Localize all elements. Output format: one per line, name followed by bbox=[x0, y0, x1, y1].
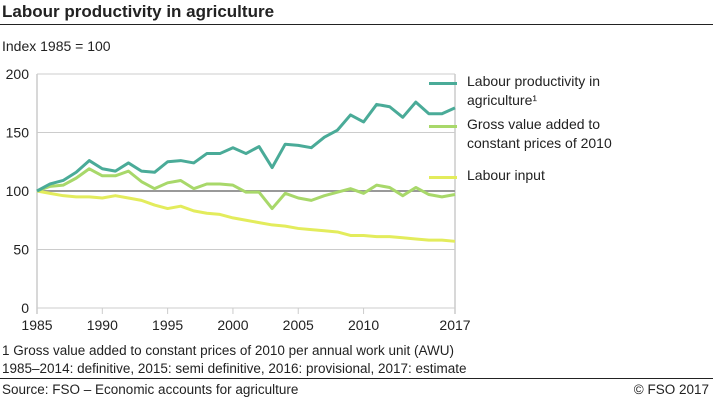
legend-label: Labour productivity in bbox=[467, 73, 601, 89]
legend-swatch bbox=[429, 125, 457, 128]
x-tick-label: 2005 bbox=[283, 317, 314, 333]
legend-label: Gross value added to bbox=[467, 116, 601, 132]
chart-title: Labour productivity in agriculture bbox=[2, 2, 275, 21]
legend-label: Labour input bbox=[467, 167, 545, 183]
y-tick-label: 50 bbox=[13, 242, 29, 258]
x-tick-label: 1985 bbox=[21, 317, 52, 333]
legend-item-gva: Gross value added to constant prices of … bbox=[429, 115, 612, 153]
legend-swatch bbox=[429, 176, 457, 179]
footnote: 1 Gross value added to constant prices o… bbox=[2, 343, 454, 358]
legend-item-labour-input: Labour input bbox=[429, 166, 545, 185]
legend-label: constant prices of 2010 bbox=[467, 135, 612, 151]
y-tick-label: 200 bbox=[6, 66, 30, 82]
y-axis-label: Index 1985 = 100 bbox=[2, 38, 111, 54]
y-tick-label: 100 bbox=[6, 183, 30, 199]
legend-swatch bbox=[429, 82, 457, 85]
series-line bbox=[36, 100, 456, 193]
x-tick-label: 2017 bbox=[439, 317, 470, 333]
series-line bbox=[36, 189, 456, 243]
y-tick-label: 150 bbox=[6, 125, 30, 141]
x-tick-label: 2000 bbox=[217, 317, 248, 333]
copyright: © FSO 2017 bbox=[633, 382, 709, 397]
series-line bbox=[36, 167, 456, 211]
x-tick-label: 1995 bbox=[152, 317, 183, 333]
footer-rule bbox=[0, 378, 713, 379]
y-tick-label: 0 bbox=[21, 300, 29, 316]
x-tick-label: 1990 bbox=[87, 317, 118, 333]
legend-item-productivity: Labour productivity in agriculture¹ bbox=[429, 72, 601, 110]
legend-label: agriculture¹ bbox=[467, 92, 538, 108]
title-rule bbox=[0, 24, 713, 25]
source: Source: FSO – Economic accounts for agri… bbox=[2, 382, 299, 397]
x-tick-label: 2010 bbox=[348, 317, 379, 333]
footnote-status: 1985–2014: definitive, 2015: semi defini… bbox=[2, 361, 467, 376]
